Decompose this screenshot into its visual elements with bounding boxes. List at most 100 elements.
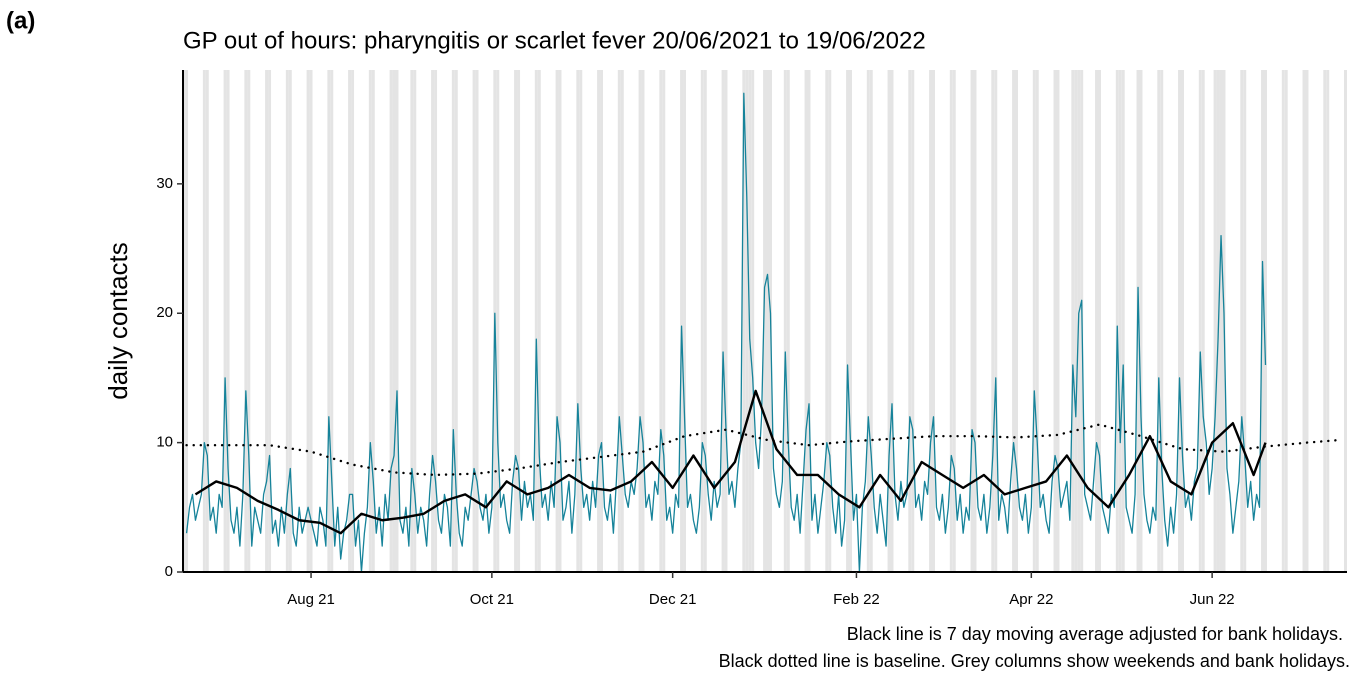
shaded-column bbox=[1243, 70, 1247, 572]
shaded-column bbox=[703, 70, 707, 572]
y-tick-label: 10 bbox=[156, 434, 173, 451]
shaded-column bbox=[973, 70, 977, 572]
shaded-column bbox=[576, 70, 580, 572]
shaded-column bbox=[1201, 70, 1205, 572]
shaded-column bbox=[597, 70, 601, 572]
shaded-column bbox=[1344, 70, 1347, 572]
shaded-column bbox=[786, 70, 790, 572]
shaded-column bbox=[1015, 70, 1018, 572]
shaded-column bbox=[1198, 70, 1202, 572]
shaded-column bbox=[763, 70, 767, 572]
shaded-column bbox=[890, 70, 894, 572]
shaded-column bbox=[932, 70, 935, 572]
plot-lines bbox=[185, 92, 1341, 573]
shaded-column bbox=[766, 70, 770, 572]
shaded-column bbox=[1095, 70, 1099, 572]
shaded-column bbox=[1035, 70, 1039, 572]
shaded-column bbox=[472, 70, 476, 572]
baseline-line bbox=[185, 423, 1341, 477]
shaded-column bbox=[1118, 70, 1122, 572]
shaded-column bbox=[1012, 70, 1016, 572]
note: Black dotted line is baseline. Grey colu… bbox=[719, 651, 1350, 671]
shaded-column bbox=[745, 70, 749, 572]
shaded-column bbox=[410, 70, 414, 572]
shaded-column bbox=[846, 70, 850, 572]
shaded-column bbox=[389, 70, 393, 572]
shaded-column bbox=[1181, 70, 1184, 572]
shaded-column bbox=[952, 70, 956, 572]
shaded-column bbox=[680, 70, 684, 572]
shaded-column bbox=[659, 70, 663, 572]
shaded-column bbox=[866, 70, 870, 572]
shaded-column bbox=[247, 70, 251, 572]
shaded-column bbox=[783, 70, 787, 572]
shaded-column bbox=[1284, 70, 1288, 572]
shaded-column bbox=[183, 70, 186, 572]
shaded-column bbox=[368, 70, 372, 572]
shaded-column bbox=[351, 70, 355, 572]
shaded-column bbox=[395, 70, 399, 572]
shaded-column bbox=[309, 70, 313, 572]
x-tick-label: Jun 22 bbox=[1190, 591, 1235, 608]
shaded-column bbox=[223, 70, 227, 572]
shaded-column bbox=[641, 70, 645, 572]
shading bbox=[183, 70, 1347, 572]
shaded-column bbox=[1326, 70, 1330, 572]
shaded-column bbox=[724, 70, 728, 572]
shaded-column bbox=[514, 70, 518, 572]
shaded-column bbox=[908, 70, 912, 572]
shaded-column bbox=[970, 70, 974, 572]
shaded-column bbox=[1139, 70, 1143, 572]
shaded-column bbox=[1056, 70, 1060, 572]
shaded-column bbox=[327, 70, 331, 572]
shaded-column bbox=[683, 70, 687, 572]
shaded-column bbox=[1074, 70, 1078, 572]
shaded-column bbox=[288, 70, 292, 572]
shaded-column bbox=[638, 70, 642, 572]
shaded-column bbox=[1157, 70, 1161, 572]
shaded-column bbox=[205, 70, 209, 572]
shaded-column bbox=[1305, 70, 1309, 572]
shaded-column bbox=[700, 70, 704, 572]
shaded-column bbox=[804, 70, 808, 572]
y-tick-label: 20 bbox=[156, 304, 173, 321]
shaded-column bbox=[330, 70, 334, 572]
shaded-column bbox=[202, 70, 206, 572]
shaded-column bbox=[751, 70, 755, 572]
data-line bbox=[194, 389, 1267, 535]
shaded-column bbox=[1219, 70, 1223, 572]
shaded-column bbox=[1323, 70, 1327, 572]
shaded-column bbox=[991, 70, 995, 572]
shaded-column bbox=[475, 70, 479, 572]
shaded-column bbox=[721, 70, 725, 572]
shaded-column bbox=[371, 70, 375, 572]
shaded-column bbox=[949, 70, 953, 572]
shaded-column bbox=[1178, 70, 1182, 572]
shaded-column bbox=[1053, 70, 1057, 572]
shaded-column bbox=[1098, 70, 1101, 572]
shaded-column bbox=[929, 70, 933, 572]
shaded-column bbox=[413, 70, 417, 572]
shaded-column bbox=[807, 70, 811, 572]
shaded-column bbox=[911, 70, 915, 572]
shaded-column bbox=[662, 70, 666, 572]
shaded-column bbox=[226, 70, 230, 572]
shaded-column bbox=[451, 70, 455, 572]
shaded-column bbox=[185, 70, 189, 572]
shaded-column bbox=[887, 70, 891, 572]
shaded-column bbox=[1264, 70, 1267, 572]
y-tick-label: 0 bbox=[165, 563, 173, 580]
shaded-column bbox=[579, 70, 583, 572]
shaded-column bbox=[431, 70, 435, 572]
shaded-column bbox=[285, 70, 289, 572]
shaded-column bbox=[1071, 70, 1075, 572]
shaded-column bbox=[1160, 70, 1164, 572]
shaded-column bbox=[1115, 70, 1119, 572]
panel-label: (a) bbox=[6, 7, 35, 34]
x-tick-label: Aug 21 bbox=[287, 591, 335, 608]
shaded-column bbox=[1240, 70, 1244, 572]
shaded-column bbox=[268, 70, 272, 572]
x-tick-label: Dec 21 bbox=[649, 591, 697, 608]
